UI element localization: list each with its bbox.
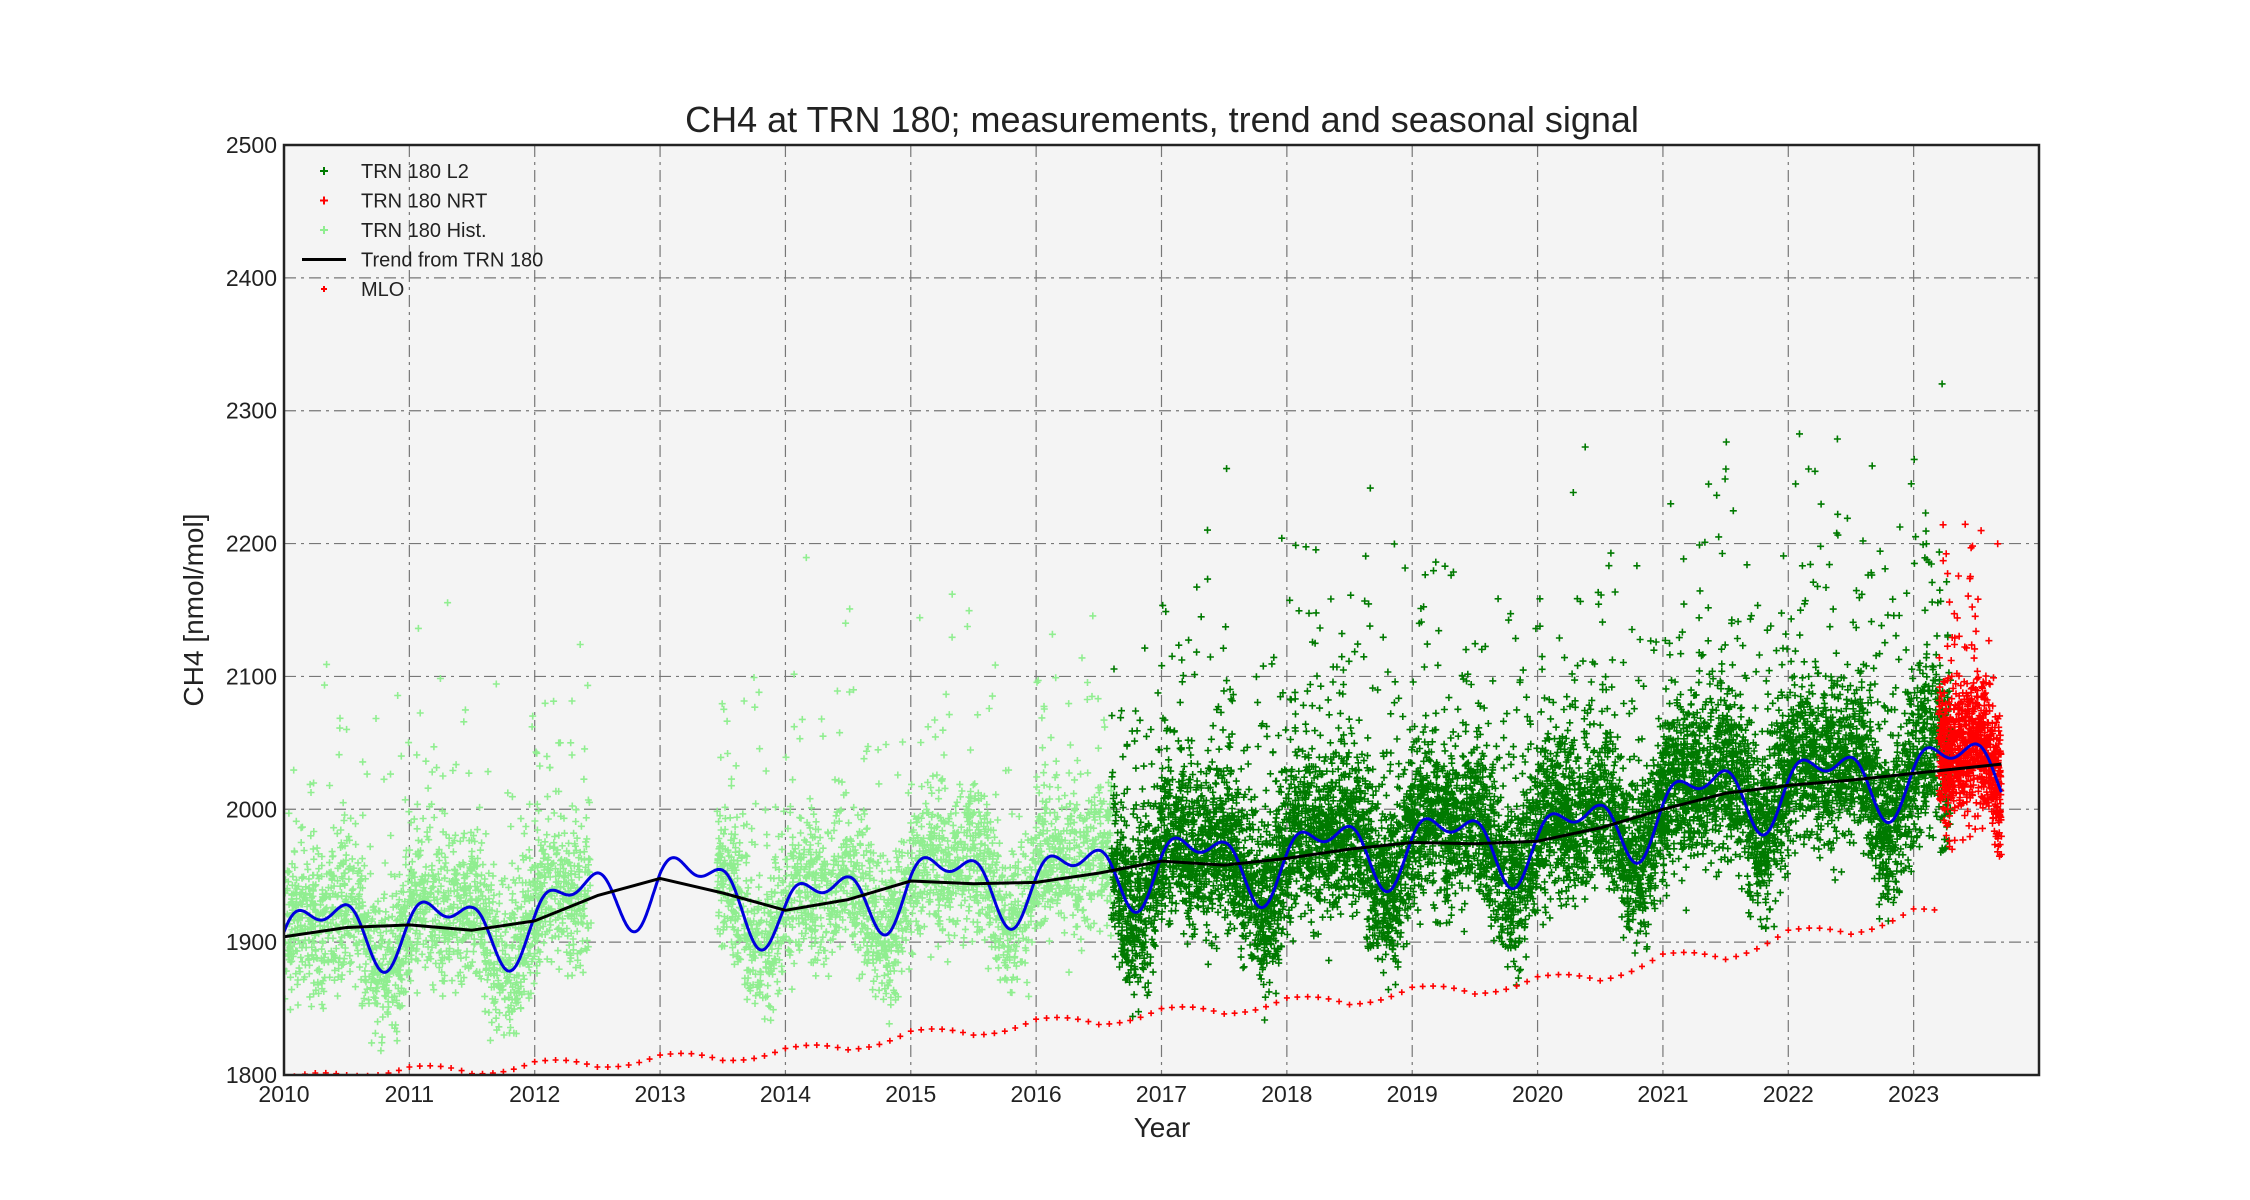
- legend-item: TRN 180 Hist.: [320, 220, 487, 242]
- legend-marker: [320, 226, 328, 234]
- x-tick-label: 2010: [258, 1081, 309, 1107]
- legend-item: TRN 180 NRT: [320, 191, 487, 213]
- data-layer: [284, 380, 2005, 1075]
- legend-marker: [321, 286, 327, 292]
- x-tick-label: 2021: [1637, 1081, 1688, 1107]
- series-trend-line: [284, 762, 2002, 939]
- x-tick-label: 2015: [885, 1081, 936, 1107]
- legend-label: Trend from TRN 180: [361, 250, 543, 272]
- x-tick-label: 2016: [1011, 1081, 1062, 1107]
- series-hist-points: [284, 554, 1115, 1055]
- x-tick-label: 2017: [1136, 1081, 1187, 1107]
- x-tick-label: 2014: [760, 1081, 811, 1107]
- series-mlo-points: [293, 905, 1938, 1075]
- series-l2-points: [1107, 380, 1955, 1024]
- y-tick-label: 2300: [226, 398, 277, 424]
- x-tick-label: 2020: [1512, 1081, 1563, 1107]
- y-tick-label: 2100: [226, 663, 277, 689]
- x-tick-label: 2018: [1261, 1081, 1312, 1107]
- plot-background: [284, 145, 2039, 1075]
- y-tick-label: 2000: [226, 796, 277, 822]
- chart-title: CH4 at TRN 180; measurements, trend and …: [685, 99, 1639, 140]
- x-tick-label: 2019: [1387, 1081, 1438, 1107]
- legend-marker: [320, 196, 328, 205]
- y-tick-label: 2500: [226, 132, 277, 158]
- x-axis-title: Year: [1134, 1112, 1191, 1143]
- legend: TRN 180 L2 TRN 180 NRT TRN 180 Hist. Trend …: [302, 161, 543, 301]
- plot-frame: [282, 143, 2041, 1077]
- x-tick-label: 2022: [1763, 1081, 1814, 1107]
- x-tick-label: 2012: [509, 1081, 560, 1107]
- legend-item: MLO: [321, 279, 404, 301]
- x-tick-label: 2023: [1888, 1081, 1939, 1107]
- y-tick-label: 1800: [226, 1062, 277, 1088]
- legend-label: TRN 180 NRT: [361, 191, 487, 213]
- series-seasonal-line: [284, 742, 2003, 974]
- y-tick-label: 2200: [226, 531, 277, 557]
- series-nrt-points: [1935, 520, 2005, 860]
- y-tick-label: 2400: [226, 265, 277, 291]
- y-tick-label: 1900: [226, 929, 277, 955]
- x-tick-label: 2011: [385, 1081, 434, 1107]
- legend-item: TRN 180 L2: [320, 161, 469, 183]
- x-axis-ticks: 2010 2011 2012 2013 2014 2015 2016 2017 2018 2019…: [258, 1081, 1939, 1107]
- legend-item: Trend from TRN 180: [302, 250, 543, 272]
- legend-label: MLO: [361, 279, 404, 301]
- x-tick-label: 2013: [634, 1081, 685, 1107]
- legend-label: TRN 180 Hist.: [361, 220, 487, 242]
- y-axis-ticks: 1800 1900 2000 2100 2200 2300 2400 2500: [226, 132, 277, 1088]
- y-axis-title: CH4 [nmol/mol]: [178, 514, 209, 707]
- legend-marker: [320, 167, 328, 175]
- legend-label: TRN 180 L2: [361, 161, 469, 183]
